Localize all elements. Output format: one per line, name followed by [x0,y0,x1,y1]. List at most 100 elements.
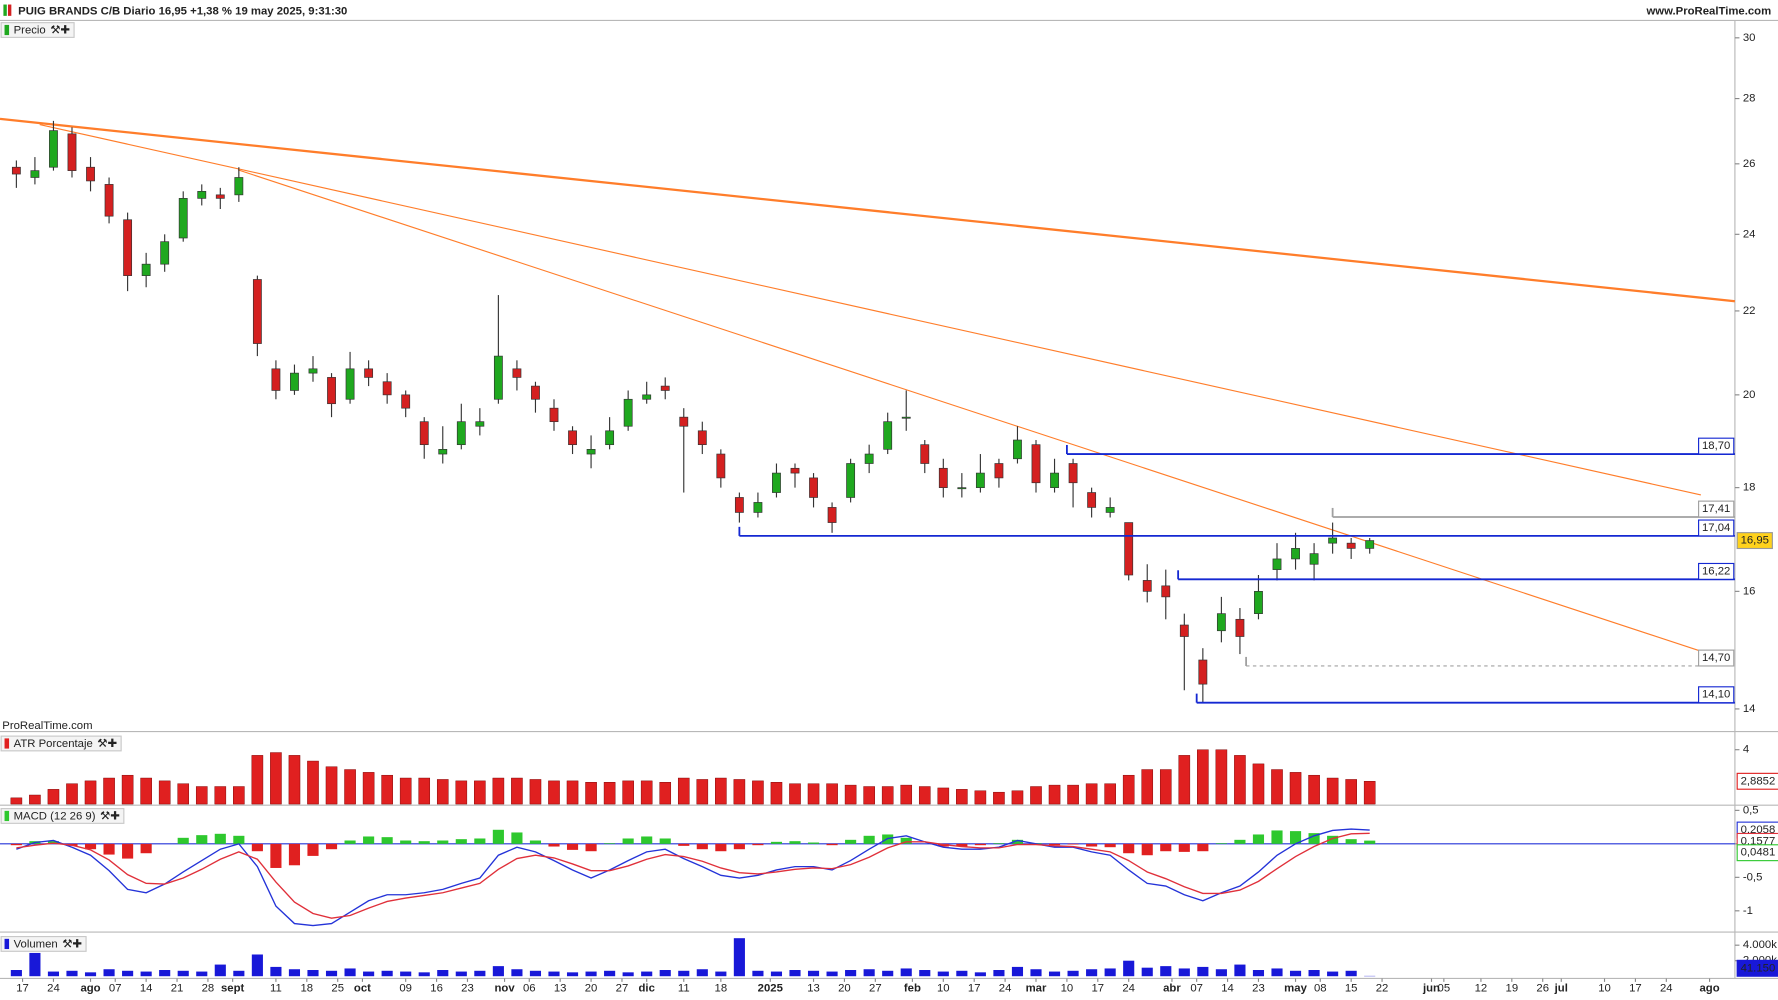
bar [103,969,115,977]
x-tick-label: mar [1026,983,1047,995]
bar [677,777,690,805]
bar [826,971,838,977]
bar [1030,786,1042,805]
panel-title: Precio [14,25,46,37]
bar [325,766,338,805]
candle-body [1309,553,1319,565]
histogram-bar [752,843,764,846]
x-tick-label: 24 [1122,983,1135,995]
candle-body [86,166,95,182]
x-tick-label: 15 [1345,983,1358,995]
candle-body [1087,492,1097,508]
last-value-label: 2,8852 [1741,775,1776,787]
bar [1308,774,1320,805]
candle-body [141,263,151,276]
bar [1252,763,1265,805]
bar [122,970,134,977]
histogram-bar [993,843,1005,844]
bar [270,752,282,805]
bar [1363,781,1376,805]
x-tick-label: 11 [678,983,690,995]
bar [84,780,97,805]
candle-body [753,502,763,513]
bar [492,777,505,805]
candle-body [11,166,21,175]
histogram-bar [233,835,245,844]
bar [789,783,801,805]
bar [1141,769,1154,805]
candle-body [1235,618,1245,637]
header-icon [7,4,12,16]
bar [177,970,189,977]
bar [1160,966,1172,977]
histogram-bar [140,843,152,854]
histogram-bar [492,829,504,844]
histogram-bar [1011,839,1024,844]
bar [474,780,486,805]
x-tick-label: 26 [1536,983,1549,995]
bar [251,954,263,977]
panel-title-box [0,735,122,752]
bar [1234,755,1246,805]
bar [140,971,152,977]
histogram-bar [1308,833,1320,844]
candle-body [327,377,336,405]
bar [103,777,115,805]
bar [733,938,745,977]
x-tick-label: 13 [807,983,820,995]
last-value-label: 0,1577 [1741,835,1776,847]
x-tick-label: 08 [1314,983,1327,995]
histogram-bar [659,838,671,844]
histogram-bar [307,843,319,856]
histogram-bar [770,841,783,844]
candle-body [401,394,411,409]
histogram-bar [585,843,597,852]
panel-icon [4,938,10,950]
candle-body [679,416,689,427]
x-tick-label: abr [1163,983,1181,995]
histogram-bar [1141,843,1153,856]
candle-body [734,497,744,513]
histogram-bar [344,840,356,844]
candle-body [104,184,114,217]
x-tick-label: 17 [16,983,29,995]
bar [1067,784,1079,805]
panel-title-box [0,808,125,824]
x-tick-label: 06 [523,983,536,995]
macd-line [16,828,1370,927]
bar [1104,968,1116,977]
y-tick-label: 16 [1743,585,1756,597]
bar [1197,966,1209,977]
bar [84,972,97,977]
x-tick-label: ago [1699,983,1719,995]
candle-body [1291,548,1300,560]
x-tick-label: feb [904,983,921,995]
candle-body [1198,659,1208,685]
x-tick-label: 24 [1660,983,1673,995]
bar [270,966,282,977]
panel-title: Volumen [14,939,58,951]
bar [1011,966,1024,977]
x-tick-label: 13 [554,983,567,995]
candle-body [883,421,893,450]
bar [1067,970,1079,977]
candle-body [382,381,392,396]
bar [1048,971,1061,977]
bar [288,755,301,805]
bar [251,755,264,805]
bar [66,970,78,977]
bar [622,972,634,977]
candle-body [1068,463,1078,484]
candle-body [975,472,985,488]
histogram-bar [270,843,282,868]
bar [641,971,653,977]
panel-icon [4,810,10,822]
histogram-bar [1364,840,1376,844]
bar [10,797,23,805]
histogram-bar [1123,843,1135,854]
histogram-bar [1160,843,1172,852]
histogram-bar [437,840,449,844]
level-label: 17,04 [1702,522,1730,534]
x-tick-label: 27 [616,983,629,995]
x-tick-label: 10 [1598,983,1611,995]
